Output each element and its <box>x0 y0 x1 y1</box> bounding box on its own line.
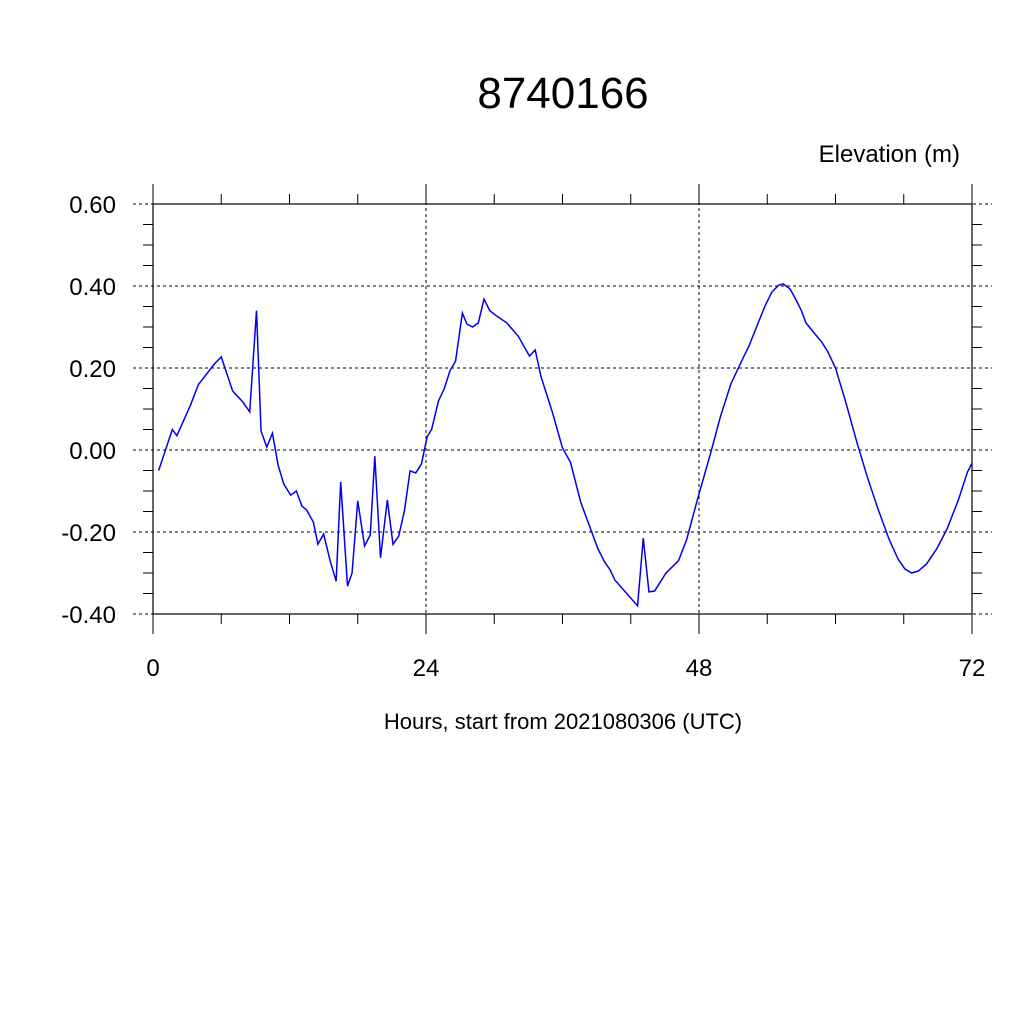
y-tick-label: 0.60 <box>69 192 116 219</box>
x-tick-label: 72 <box>959 655 986 682</box>
x-axis-label: Hours, start from 2021080306 (UTC) <box>384 709 742 734</box>
y-tick-label: -0.40 <box>61 602 116 629</box>
x-tick-label: 24 <box>413 655 440 682</box>
x-tick-label: 0 <box>146 655 159 682</box>
y-tick-label: 0.20 <box>69 356 116 383</box>
chart-title: 8740166 <box>477 69 648 118</box>
y-tick-label: 0.40 <box>69 274 116 301</box>
x-tick-label: 48 <box>686 655 713 682</box>
y-tick-label: 0.00 <box>69 438 116 465</box>
y-tick-label: -0.20 <box>61 520 116 547</box>
line <box>157 283 973 608</box>
plot-frame <box>152 203 973 615</box>
y-axis-label: Elevation (m) <box>819 141 960 168</box>
